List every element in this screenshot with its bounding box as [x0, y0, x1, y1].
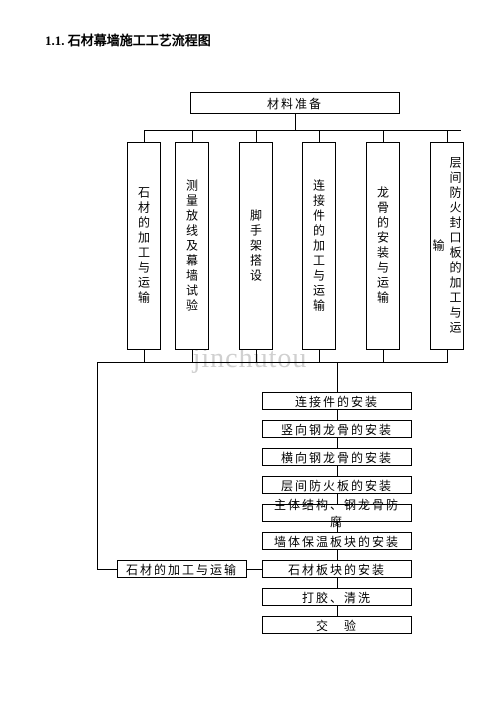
step-2: 横向钢龙骨的安装 — [262, 448, 412, 466]
connector — [256, 350, 257, 362]
connector — [337, 410, 338, 420]
left-bus — [97, 362, 98, 569]
col-1: 测量放线及幕墙试验 — [175, 142, 209, 350]
col-label: 石材的加工与运输 — [132, 178, 157, 314]
step-3: 层间防火板的安装 — [262, 476, 412, 494]
connector — [192, 350, 193, 362]
connector — [337, 466, 338, 476]
step-1: 竖向钢龙骨的安装 — [262, 420, 412, 438]
step-8: 交 验 — [262, 616, 412, 634]
step-5: 墙体保温板块的安装 — [262, 532, 412, 550]
left-bus-top — [97, 362, 145, 363]
step-4: 主体结构、钢龙骨防腐 — [262, 504, 412, 522]
connector — [144, 350, 145, 362]
connector — [337, 522, 338, 532]
connector — [256, 130, 257, 142]
connector — [337, 438, 338, 448]
step-7: 打胶、清洗 — [262, 588, 412, 606]
page-title: 1.1. 石材幕墙施工工艺流程图 — [45, 30, 455, 49]
step-0: 连接件的安装 — [262, 392, 412, 410]
top-node: 材料准备 — [190, 92, 400, 114]
col-label: 连接件的加工与运输 — [307, 171, 332, 322]
col-3: 连接件的加工与运输 — [302, 142, 336, 350]
connector — [447, 130, 448, 142]
connector — [337, 578, 338, 588]
side-connector — [247, 569, 262, 570]
step-6: 石材板块的安装 — [262, 560, 412, 578]
connector — [319, 130, 320, 142]
connector — [295, 114, 296, 130]
col-4: 龙骨的安装与运输 — [366, 142, 400, 350]
connector — [337, 606, 338, 616]
connector — [383, 130, 384, 142]
trunk — [337, 362, 338, 392]
connector — [383, 350, 384, 362]
connector — [447, 350, 448, 362]
connector — [144, 130, 145, 142]
connector — [319, 350, 320, 362]
col-label: 层间防火封口板的加工与运输 — [426, 143, 468, 349]
col-5: 层间防火封口板的加工与运输 — [430, 142, 464, 350]
col-label: 测量放线及幕墙试验 — [180, 171, 205, 322]
col-label: 龙骨的安装与运输 — [371, 178, 396, 314]
side-node: 石材的加工与运输 — [117, 560, 247, 578]
col-2: 脚手架搭设 — [239, 142, 273, 350]
col-0: 石材的加工与运输 — [127, 142, 161, 350]
connector — [337, 550, 338, 560]
hbus-2 — [144, 362, 448, 363]
left-bus-bottom — [97, 569, 117, 570]
connector — [192, 130, 193, 142]
col-label: 脚手架搭设 — [244, 201, 269, 292]
